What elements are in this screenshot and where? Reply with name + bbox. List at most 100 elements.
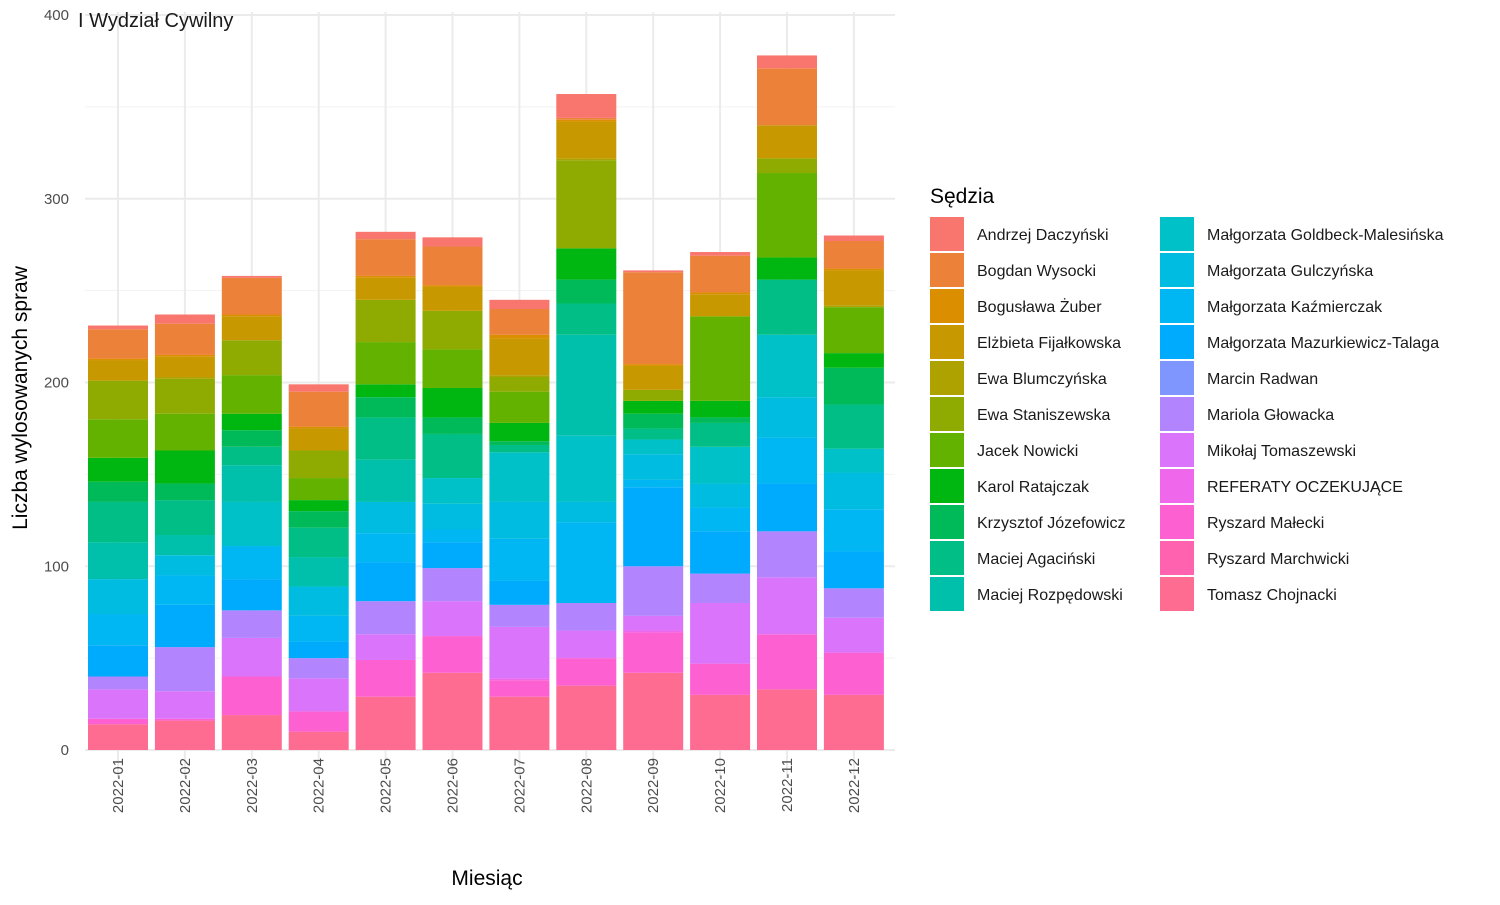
bar-segment: [489, 501, 550, 539]
bar-segment: [288, 384, 349, 392]
legend-label: Krzysztof Józefowicz: [977, 515, 1125, 532]
bar-segment: [556, 248, 617, 280]
bar-segment: [823, 404, 884, 449]
bar-segment: [623, 365, 684, 390]
bar-segment: [154, 354, 215, 357]
bar-segment: [556, 630, 617, 659]
bar-segment: [221, 316, 282, 341]
bar-segment: [556, 435, 617, 502]
legend-label: Małgorzata Mazurkiewicz-Talaga: [1207, 335, 1439, 352]
x-tick-label: 2022-06: [445, 758, 462, 813]
bar-segment: [690, 663, 751, 695]
y-tick-label: 200: [44, 375, 69, 392]
bar-segment: [88, 689, 148, 719]
legend-label: REFERATY OCZEKUJĄCE: [1207, 479, 1403, 496]
bar-segment: [221, 275, 282, 278]
bar-segment: [757, 577, 817, 635]
bar-segment: [288, 658, 349, 679]
bar-segment: [88, 481, 148, 502]
bar-segment: [422, 246, 483, 286]
legend-key: [1160, 505, 1194, 539]
bar-segment: [154, 356, 215, 377]
bar-segment: [489, 441, 550, 445]
legend-label: Małgorzata Kaźmierczak: [1207, 299, 1383, 316]
bar-segment: [690, 507, 751, 532]
bar-segment: [288, 615, 349, 642]
x-tick-label: 2022-03: [244, 758, 261, 813]
bar-segment: [823, 235, 884, 242]
bar-segment: [690, 603, 751, 664]
bar-segment: [355, 634, 416, 660]
bar-segment: [154, 604, 215, 648]
legend-key: [930, 577, 964, 611]
bar-segment: [757, 68, 817, 126]
bar-segment: [288, 678, 349, 712]
bar-segment: [623, 566, 684, 616]
bar-segment: [556, 501, 617, 523]
bar-segment: [221, 314, 282, 317]
legend-label: Bogdan Wysocki: [977, 263, 1096, 280]
bar-segment: [422, 433, 483, 479]
bar-segment: [221, 413, 282, 431]
bar-segment: [623, 413, 684, 429]
bar-segment: [422, 568, 483, 602]
legend-key: [1160, 577, 1194, 611]
bar-segment: [88, 718, 148, 725]
legend-label: Andrzej Daczyński: [977, 227, 1109, 244]
bar-segment: [88, 358, 148, 361]
bar-segment: [88, 457, 148, 482]
bar-segment: [690, 531, 751, 574]
bar-segment: [154, 323, 215, 355]
legend-key: [1160, 217, 1194, 251]
y-tick-label: 100: [44, 558, 69, 575]
bar-segment: [422, 601, 483, 637]
bar-segment: [355, 533, 416, 563]
bar-segment: [556, 279, 617, 304]
bar-segment: [355, 384, 416, 398]
bar-segment: [489, 678, 550, 681]
bar-segment: [422, 286, 483, 311]
bar-segment: [355, 231, 416, 240]
bar-segment: [422, 636, 483, 673]
bar-segment: [154, 718, 215, 721]
bar-segment: [556, 603, 617, 631]
bar-segment: [288, 478, 349, 501]
bar-segment: [623, 364, 684, 366]
bar-segment: [422, 672, 483, 750]
bar-segment: [355, 696, 416, 750]
legend-key: [930, 541, 964, 575]
bar-segment: [623, 479, 684, 488]
legend-label: Elżbieta Fijałkowska: [977, 335, 1121, 352]
legend-key: [1160, 253, 1194, 287]
bar-segment: [556, 121, 617, 159]
bar-segment: [288, 711, 349, 732]
bar-segment: [88, 360, 148, 381]
bar-segment: [489, 580, 550, 605]
bar-segment: [556, 119, 617, 122]
bar-segment: [154, 691, 215, 719]
bar-segment: [489, 680, 550, 697]
bar-segment: [757, 483, 817, 532]
bar-segment: [823, 241, 884, 269]
bar-segment: [288, 426, 349, 429]
bar-segment: [288, 428, 349, 451]
bar-segment: [757, 257, 817, 280]
legend-label: Ryszard Małecki: [1207, 515, 1324, 532]
legend-label: Maciej Agaciński: [977, 551, 1095, 568]
bar-segment: [221, 277, 282, 315]
bar-segment: [355, 277, 416, 300]
bar-segment: [757, 158, 817, 174]
x-tick-label: 2022-07: [511, 758, 528, 813]
bar-segment: [154, 535, 215, 556]
legend-label: Karol Ratajczak: [977, 479, 1090, 496]
bar-segment: [489, 626, 550, 679]
bar-segment: [690, 446, 751, 484]
legend-title: Sędzia: [930, 185, 995, 208]
bar-segment: [556, 334, 617, 436]
bar-segment: [422, 388, 483, 418]
legend: Andrzej Daczyński Bogdan Wysocki Bogusława…: [930, 217, 1444, 611]
bar-segment: [757, 55, 817, 69]
bar-segment: [823, 694, 884, 750]
bar-segment: [489, 338, 550, 376]
bar-segment: [623, 454, 684, 480]
